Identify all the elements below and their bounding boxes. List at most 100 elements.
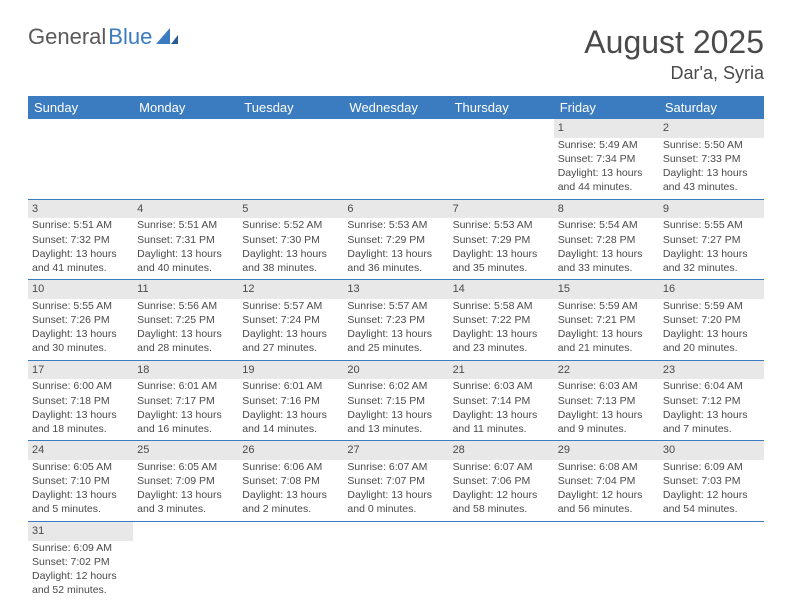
- day-number: 31: [28, 522, 133, 541]
- daylight-text: Daylight: 13 hours and 41 minutes.: [32, 247, 129, 275]
- sunrise-text: Sunrise: 5:53 AM: [453, 218, 550, 232]
- calendar-week: 1Sunrise: 5:49 AMSunset: 7:34 PMDaylight…: [28, 119, 764, 199]
- calendar-head: SundayMondayTuesdayWednesdayThursdayFrid…: [28, 96, 764, 119]
- daylight-text: Daylight: 13 hours and 44 minutes.: [558, 166, 655, 194]
- day-number: 18: [133, 361, 238, 380]
- calendar-cell: 14Sunrise: 5:58 AMSunset: 7:22 PMDayligh…: [449, 280, 554, 361]
- sunset-text: Sunset: 7:23 PM: [347, 313, 444, 327]
- daylight-text: Daylight: 13 hours and 25 minutes.: [347, 327, 444, 355]
- daylight-text: Daylight: 12 hours and 52 minutes.: [32, 569, 129, 597]
- daylight-text: Daylight: 12 hours and 54 minutes.: [663, 488, 760, 516]
- calendar-cell: 25Sunrise: 6:05 AMSunset: 7:09 PMDayligh…: [133, 441, 238, 522]
- day-header: Wednesday: [343, 96, 448, 119]
- daylight-text: Daylight: 13 hours and 11 minutes.: [453, 408, 550, 436]
- calendar-cell: 29Sunrise: 6:08 AMSunset: 7:04 PMDayligh…: [554, 441, 659, 522]
- calendar-cell: 2Sunrise: 5:50 AMSunset: 7:33 PMDaylight…: [659, 119, 764, 199]
- sunset-text: Sunset: 7:21 PM: [558, 313, 655, 327]
- sunset-text: Sunset: 7:04 PM: [558, 474, 655, 488]
- day-header: Sunday: [28, 96, 133, 119]
- calendar-cell: 5Sunrise: 5:52 AMSunset: 7:30 PMDaylight…: [238, 199, 343, 280]
- day-header: Saturday: [659, 96, 764, 119]
- sunset-text: Sunset: 7:07 PM: [347, 474, 444, 488]
- sunset-text: Sunset: 7:26 PM: [32, 313, 129, 327]
- day-header: Friday: [554, 96, 659, 119]
- daylight-text: Daylight: 12 hours and 56 minutes.: [558, 488, 655, 516]
- calendar-cell: [133, 119, 238, 199]
- daylight-text: Daylight: 13 hours and 28 minutes.: [137, 327, 234, 355]
- sunset-text: Sunset: 7:32 PM: [32, 233, 129, 247]
- calendar-body: 1Sunrise: 5:49 AMSunset: 7:34 PMDaylight…: [28, 119, 764, 601]
- sunrise-text: Sunrise: 6:05 AM: [137, 460, 234, 474]
- day-number: 20: [343, 361, 448, 380]
- calendar-cell: 3Sunrise: 5:51 AMSunset: 7:32 PMDaylight…: [28, 199, 133, 280]
- sunrise-text: Sunrise: 5:56 AM: [137, 299, 234, 313]
- calendar-cell: 1Sunrise: 5:49 AMSunset: 7:34 PMDaylight…: [554, 119, 659, 199]
- daylight-text: Daylight: 13 hours and 7 minutes.: [663, 408, 760, 436]
- sunset-text: Sunset: 7:30 PM: [242, 233, 339, 247]
- sunset-text: Sunset: 7:18 PM: [32, 394, 129, 408]
- sunrise-text: Sunrise: 6:07 AM: [453, 460, 550, 474]
- sunset-text: Sunset: 7:03 PM: [663, 474, 760, 488]
- sunset-text: Sunset: 7:20 PM: [663, 313, 760, 327]
- calendar-cell: [343, 119, 448, 199]
- day-number: 10: [28, 280, 133, 299]
- calendar-cell: 7Sunrise: 5:53 AMSunset: 7:29 PMDaylight…: [449, 199, 554, 280]
- calendar-cell: 15Sunrise: 5:59 AMSunset: 7:21 PMDayligh…: [554, 280, 659, 361]
- calendar-cell: 17Sunrise: 6:00 AMSunset: 7:18 PMDayligh…: [28, 360, 133, 441]
- sunrise-text: Sunrise: 5:55 AM: [663, 218, 760, 232]
- day-number: 23: [659, 361, 764, 380]
- sunrise-text: Sunrise: 5:54 AM: [558, 218, 655, 232]
- day-number: 29: [554, 441, 659, 460]
- day-header: Thursday: [449, 96, 554, 119]
- sunrise-text: Sunrise: 6:06 AM: [242, 460, 339, 474]
- sunrise-text: Sunrise: 6:09 AM: [32, 541, 129, 555]
- day-number: 16: [659, 280, 764, 299]
- day-number: 6: [343, 200, 448, 219]
- sunset-text: Sunset: 7:22 PM: [453, 313, 550, 327]
- calendar-cell: 22Sunrise: 6:03 AMSunset: 7:13 PMDayligh…: [554, 360, 659, 441]
- calendar-cell: [554, 521, 659, 601]
- logo-text-blue: Blue: [108, 24, 152, 50]
- sunset-text: Sunset: 7:14 PM: [453, 394, 550, 408]
- sunset-text: Sunset: 7:24 PM: [242, 313, 339, 327]
- calendar-cell: 28Sunrise: 6:07 AMSunset: 7:06 PMDayligh…: [449, 441, 554, 522]
- sunrise-text: Sunrise: 5:55 AM: [32, 299, 129, 313]
- daylight-text: Daylight: 13 hours and 2 minutes.: [242, 488, 339, 516]
- daylight-text: Daylight: 13 hours and 30 minutes.: [32, 327, 129, 355]
- sunrise-text: Sunrise: 6:03 AM: [558, 379, 655, 393]
- daylight-text: Daylight: 13 hours and 5 minutes.: [32, 488, 129, 516]
- calendar-week: 17Sunrise: 6:00 AMSunset: 7:18 PMDayligh…: [28, 360, 764, 441]
- calendar-cell: 4Sunrise: 5:51 AMSunset: 7:31 PMDaylight…: [133, 199, 238, 280]
- day-number: 8: [554, 200, 659, 219]
- sunset-text: Sunset: 7:02 PM: [32, 555, 129, 569]
- sunrise-text: Sunrise: 5:49 AM: [558, 138, 655, 152]
- calendar-cell: 20Sunrise: 6:02 AMSunset: 7:15 PMDayligh…: [343, 360, 448, 441]
- sunrise-text: Sunrise: 6:05 AM: [32, 460, 129, 474]
- sunset-text: Sunset: 7:17 PM: [137, 394, 234, 408]
- sunset-text: Sunset: 7:29 PM: [347, 233, 444, 247]
- day-number: 21: [449, 361, 554, 380]
- sunset-text: Sunset: 7:08 PM: [242, 474, 339, 488]
- title-block: August 2025 Dar'a, Syria: [584, 24, 764, 84]
- calendar-cell: 9Sunrise: 5:55 AMSunset: 7:27 PMDaylight…: [659, 199, 764, 280]
- sunset-text: Sunset: 7:16 PM: [242, 394, 339, 408]
- calendar-cell: [238, 521, 343, 601]
- day-header: Monday: [133, 96, 238, 119]
- calendar-week: 10Sunrise: 5:55 AMSunset: 7:26 PMDayligh…: [28, 280, 764, 361]
- calendar-cell: [449, 119, 554, 199]
- calendar-week: 24Sunrise: 6:05 AMSunset: 7:10 PMDayligh…: [28, 441, 764, 522]
- sunrise-text: Sunrise: 6:07 AM: [347, 460, 444, 474]
- sunrise-text: Sunrise: 6:01 AM: [137, 379, 234, 393]
- sunset-text: Sunset: 7:15 PM: [347, 394, 444, 408]
- sunset-text: Sunset: 7:25 PM: [137, 313, 234, 327]
- day-number: 9: [659, 200, 764, 219]
- sunset-text: Sunset: 7:10 PM: [32, 474, 129, 488]
- sunrise-text: Sunrise: 6:03 AM: [453, 379, 550, 393]
- sunrise-text: Sunrise: 6:09 AM: [663, 460, 760, 474]
- calendar-cell: 21Sunrise: 6:03 AMSunset: 7:14 PMDayligh…: [449, 360, 554, 441]
- daylight-text: Daylight: 13 hours and 21 minutes.: [558, 327, 655, 355]
- daylight-text: Daylight: 13 hours and 36 minutes.: [347, 247, 444, 275]
- day-number: 11: [133, 280, 238, 299]
- calendar-cell: 12Sunrise: 5:57 AMSunset: 7:24 PMDayligh…: [238, 280, 343, 361]
- daylight-text: Daylight: 13 hours and 23 minutes.: [453, 327, 550, 355]
